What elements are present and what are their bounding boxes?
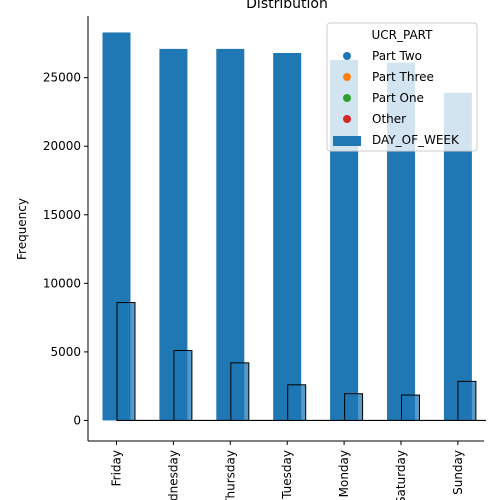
histogram-bar-saturday [401, 394, 420, 421]
y-tick-label: 10000 [43, 276, 81, 290]
y-axis-label: Frequency [15, 198, 29, 260]
histogram-bar-monday [344, 393, 364, 421]
legend-frame [326, 22, 478, 152]
histogram-bar-friday [116, 302, 136, 421]
x-tick-label: Friday [110, 450, 124, 486]
legend-swatch-dot [343, 73, 351, 81]
legend-title: UCR_PART [372, 28, 434, 42]
chart-title: Distribution [246, 0, 328, 12]
bar-thursday [216, 48, 245, 421]
legend-entry-label: Part Two [372, 49, 422, 63]
bar-tuesday [273, 53, 302, 421]
histogram-bar-thursday [230, 362, 250, 421]
y-tick-label: 15000 [43, 208, 81, 222]
histogram-bar-wednesday [173, 350, 193, 421]
y-tick-label: 20000 [43, 139, 81, 153]
histogram-layer [116, 302, 486, 422]
x-tick-label: Wednesday [166, 450, 180, 500]
legend: UCR_PART Part Two Part Three Part One Other D… [326, 22, 478, 152]
x-tick-label: Monday [337, 450, 351, 497]
legend-swatch-dot [343, 94, 351, 102]
histogram-bar-tuesday [287, 384, 307, 421]
y-tick-label: 25000 [43, 71, 81, 85]
legend-entry-label: Part One [372, 91, 424, 105]
legend-entry-label: Part Three [372, 70, 434, 84]
y-tick-label: 5000 [50, 345, 81, 359]
legend-entry-label: DAY_OF_WEEK [372, 133, 460, 147]
y-tick-label: 0 [73, 413, 81, 427]
histogram-bar-sunday [457, 380, 477, 421]
legend-swatch-dot [343, 115, 351, 123]
legend-swatch-dot [343, 52, 351, 60]
x-tick-label: Tuesday [280, 450, 294, 500]
bars-layer [102, 32, 472, 421]
x-tick-label: Sunday [451, 450, 465, 495]
x-tick-label: Saturday [394, 450, 408, 500]
x-tick-label: Thursday [223, 450, 237, 500]
axes: 0 5000 10000 15000 20000 25000 Friday Wednesday… [43, 16, 484, 500]
legend-swatch-bar [333, 136, 361, 146]
legend-entry-label: Other [372, 112, 406, 126]
